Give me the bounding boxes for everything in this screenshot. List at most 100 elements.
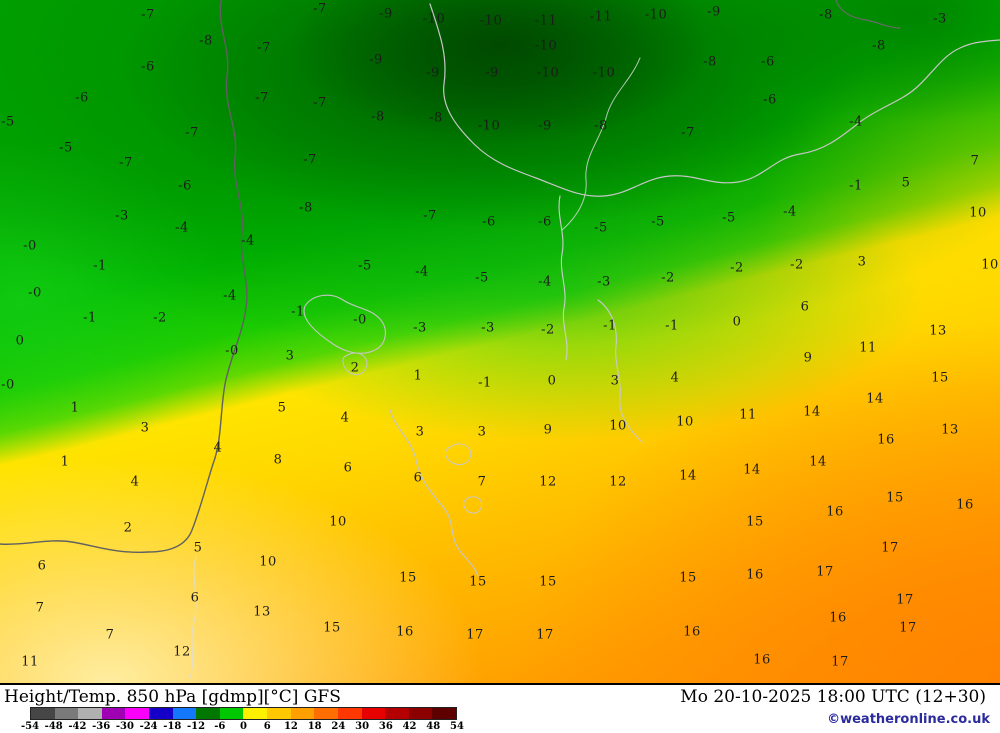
temp-label: -1 bbox=[603, 318, 617, 334]
scale-tick-label: -18 bbox=[163, 721, 182, 732]
temp-label: 15 bbox=[469, 574, 487, 590]
scale-segment bbox=[196, 708, 220, 719]
coastline bbox=[429, 3, 1000, 197]
temp-label: 1 bbox=[60, 454, 70, 470]
temp-label: -5 bbox=[1, 114, 15, 130]
temp-label: 16 bbox=[683, 624, 701, 640]
temp-label: -8 bbox=[872, 38, 886, 54]
temp-label: -8 bbox=[299, 200, 313, 216]
temp-label: -1 bbox=[665, 318, 679, 334]
temp-label: -1 bbox=[291, 304, 305, 320]
temp-label: 2 bbox=[123, 520, 133, 536]
river-line bbox=[561, 57, 641, 231]
temp-label: 3 bbox=[857, 254, 867, 270]
temp-label: 15 bbox=[746, 514, 764, 530]
scale-segment bbox=[31, 708, 55, 719]
coastline bbox=[558, 195, 568, 361]
temp-label: -7 bbox=[313, 95, 327, 111]
temp-label: 9 bbox=[803, 350, 813, 366]
island-outline bbox=[342, 352, 368, 375]
footer-bar: Height/Temp. 850 hPa [gdmp][°C] GFS Mo 2… bbox=[0, 683, 1000, 733]
temp-label: -4 bbox=[849, 114, 863, 130]
scale-tick-label: 6 bbox=[263, 721, 271, 732]
scale-tick-label: 12 bbox=[283, 721, 298, 732]
temp-label: -3 bbox=[597, 274, 611, 290]
island-outline bbox=[463, 496, 483, 514]
temp-label: 10 bbox=[259, 554, 277, 570]
temp-label: -5 bbox=[651, 214, 665, 230]
temp-label: 10 bbox=[969, 205, 987, 221]
temp-label: -2 bbox=[790, 257, 804, 273]
temp-label: 9 bbox=[543, 422, 553, 438]
temp-label: 11 bbox=[21, 654, 39, 670]
temp-label: 16 bbox=[753, 652, 771, 668]
temp-label: 10 bbox=[676, 414, 694, 430]
scale-segment bbox=[385, 708, 409, 719]
temp-label: 16 bbox=[746, 567, 764, 583]
temp-label: -4 bbox=[223, 288, 237, 304]
temp-label: -5 bbox=[358, 258, 372, 274]
scale-segment bbox=[290, 708, 315, 719]
temp-label: 7 bbox=[970, 153, 980, 169]
temp-label: -8 bbox=[199, 33, 213, 49]
temp-label: 15 bbox=[399, 570, 417, 586]
temp-label: -10 bbox=[536, 65, 560, 81]
temp-label: 15 bbox=[679, 570, 697, 586]
temp-label: -9 bbox=[485, 65, 499, 81]
temp-label: -6 bbox=[761, 54, 775, 70]
temp-label: 16 bbox=[956, 497, 974, 513]
temp-label: -11 bbox=[534, 13, 558, 29]
temp-label: -5 bbox=[59, 140, 73, 156]
temp-label: 0 bbox=[547, 373, 557, 389]
temp-label: 17 bbox=[881, 540, 899, 556]
temp-label: -8 bbox=[703, 54, 717, 70]
scale-tick-label: -30 bbox=[115, 721, 134, 732]
temp-label: -7 bbox=[313, 1, 327, 17]
scale-segment bbox=[172, 708, 197, 719]
temp-label: -7 bbox=[119, 155, 133, 171]
temp-label: -6 bbox=[75, 90, 89, 106]
temp-label: 0 bbox=[15, 333, 25, 349]
country-border-line bbox=[0, 0, 248, 554]
temp-label: 16 bbox=[829, 610, 847, 626]
temp-label: -8 bbox=[594, 118, 608, 134]
temp-label: -10 bbox=[592, 65, 616, 81]
temp-label: -10 bbox=[644, 7, 668, 23]
temp-label: 16 bbox=[396, 624, 414, 640]
scale-segment bbox=[361, 708, 386, 719]
temp-label: 10 bbox=[981, 257, 999, 273]
temp-label: 6 bbox=[37, 558, 47, 574]
temp-label: 11 bbox=[859, 340, 877, 356]
scale-segment bbox=[267, 708, 291, 719]
scale-segment bbox=[78, 708, 102, 719]
temp-label: 1 bbox=[70, 400, 80, 416]
temp-label: 5 bbox=[901, 175, 911, 191]
color-scale-ticks: -54 -48 -42 -36 -30 -24 -18 -12 -6 0 6 12 18 24 30 36 42… bbox=[21, 721, 464, 733]
temp-label: -1 bbox=[849, 178, 863, 194]
temp-label: 3 bbox=[477, 424, 487, 440]
temp-label: -6 bbox=[178, 178, 192, 194]
temp-label: -7 bbox=[141, 7, 155, 23]
temp-label: -1 bbox=[93, 258, 107, 274]
temp-label: -2 bbox=[153, 310, 167, 326]
temp-label: -2 bbox=[730, 260, 744, 276]
temp-label: 2 bbox=[350, 360, 360, 376]
copyright-link[interactable]: ©weatheronline.co.uk bbox=[827, 712, 990, 727]
temp-label: 10 bbox=[609, 418, 627, 434]
temp-label: -0 bbox=[353, 312, 367, 328]
temp-label: 14 bbox=[679, 468, 697, 484]
temp-label: -3 bbox=[413, 320, 427, 336]
map-title: Height/Temp. 850 hPa [gdmp][°C] GFS bbox=[4, 687, 341, 707]
temp-label: 13 bbox=[929, 323, 947, 339]
scale-tick-label: -48 bbox=[44, 721, 63, 732]
temp-label: 12 bbox=[173, 644, 191, 660]
scale-segment bbox=[125, 708, 150, 719]
temp-label: 17 bbox=[896, 592, 914, 608]
temp-label: 7 bbox=[35, 600, 45, 616]
scale-segment bbox=[243, 708, 268, 719]
color-scale-bar bbox=[30, 707, 457, 720]
temp-label: -5 bbox=[475, 270, 489, 286]
temp-label: 12 bbox=[539, 474, 557, 490]
temp-label: -4 bbox=[783, 204, 797, 220]
